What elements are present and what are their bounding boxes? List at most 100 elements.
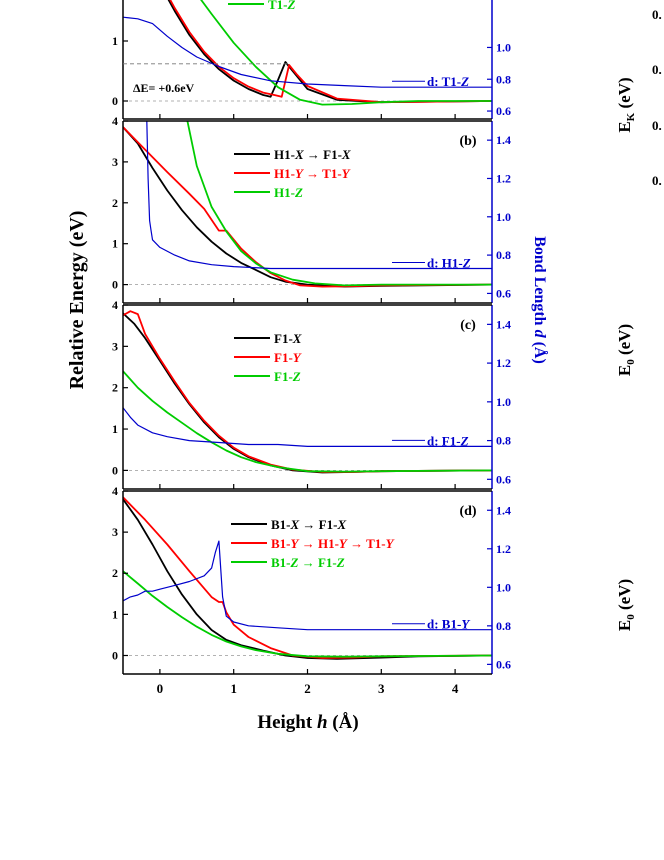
bond-length-label-part: d: F1- xyxy=(427,433,461,448)
y2-tick-label: 1.4 xyxy=(496,133,511,147)
y2-tick-label: 1.2 xyxy=(496,171,511,185)
x-axis-label-part: h xyxy=(317,712,328,733)
legend-label: H1-X → F1-X xyxy=(274,147,351,162)
series-line-2 xyxy=(123,570,492,658)
legend-label-part: X xyxy=(292,331,302,346)
legend-label-part: Y xyxy=(293,350,302,365)
legend-label-part: Y xyxy=(386,536,395,551)
series-group xyxy=(123,310,492,474)
side-tick-label: 0. xyxy=(652,62,662,77)
x-axis-label: Height h (Å) xyxy=(257,712,358,733)
series-line-0 xyxy=(123,498,492,660)
y2-tick-label: 0.6 xyxy=(496,286,511,300)
y2-tick-label: 0.6 xyxy=(496,472,511,486)
side-label-main: E xyxy=(615,121,634,132)
legend-label-part: X xyxy=(290,517,300,532)
panel-label: (c) xyxy=(460,318,476,333)
y2-tick-label: 0.8 xyxy=(496,619,511,633)
legend-label: H1-Y → T1-Y xyxy=(274,166,351,181)
right-y-axis-label-part: (Å) xyxy=(531,338,549,364)
right-y-axis-label-part: d xyxy=(531,330,548,339)
legend-label: B1-X → F1-X xyxy=(271,517,346,532)
y-tick-label: 4 xyxy=(112,298,118,312)
x-tick-label: 0 xyxy=(157,681,164,696)
bond-length-label-part: d: H1- xyxy=(427,256,463,271)
x-axis-label-part: (Å) xyxy=(328,712,359,733)
y2-tick-label: 1.4 xyxy=(496,503,511,517)
legend-label-part: Z xyxy=(292,369,301,384)
y-tick-label: 1 xyxy=(112,34,118,48)
legend-label: T1-Z xyxy=(268,0,296,12)
bond-length-label-part: Z xyxy=(462,256,471,271)
side-axis-label: E0 (eV) xyxy=(615,579,637,631)
x-axis-label-part: Height xyxy=(257,712,317,733)
panel-a: 010.60.81.0T1-Zd: T1-ZΔE= +0.6eV xyxy=(112,0,511,120)
side-axis-label: E0 (eV) xyxy=(615,324,637,376)
bond-length-label: d: B1-Y xyxy=(427,617,470,632)
y-tick-label: 0 xyxy=(112,648,118,662)
legend-label-part: Z xyxy=(294,185,303,200)
panel-label: (b) xyxy=(459,134,476,149)
x-tick-label: 4 xyxy=(452,681,459,696)
y2-tick-label: 1.4 xyxy=(496,317,511,331)
legend-label: F1-Z xyxy=(274,369,301,384)
legend-label-part: B1- xyxy=(271,536,291,551)
bond-length-label: d: H1-Z xyxy=(427,256,471,271)
y2-tick-label: 1.2 xyxy=(496,356,511,370)
series-line-1 xyxy=(169,0,492,104)
y-tick-label: 2 xyxy=(112,566,118,580)
series-line-0 xyxy=(167,0,492,104)
side-label-main: E xyxy=(615,365,634,376)
y2-tick-label: 0.6 xyxy=(496,104,511,118)
x-tick-label: 1 xyxy=(230,681,237,696)
legend-label-part: Z xyxy=(287,0,296,12)
bond-length-label: d: T1-Z xyxy=(427,74,469,89)
y-tick-label: 3 xyxy=(112,155,118,169)
side-label-sub: K xyxy=(625,112,637,121)
side-tick-label: 0. xyxy=(652,7,662,22)
series-line-3 xyxy=(123,16,492,88)
series-group xyxy=(123,121,492,288)
legend-label-part: X xyxy=(341,147,351,162)
legend-label: F1-Y xyxy=(274,350,302,365)
y2-tick-label: 1.0 xyxy=(496,580,511,594)
legend-label-part: → T1- xyxy=(347,536,386,551)
y-tick-label: 2 xyxy=(112,196,118,210)
y-tick-label: 0 xyxy=(112,463,118,477)
series-line-0 xyxy=(123,126,492,288)
y2-tick-label: 1.2 xyxy=(496,542,511,556)
legend-label-part: Z xyxy=(290,555,299,570)
legend-label-part: Z xyxy=(336,555,345,570)
side-label-sub: 0 xyxy=(625,359,637,365)
y2-tick-label: 0.8 xyxy=(496,72,511,86)
y-tick-label: 3 xyxy=(112,339,118,353)
legend-label-part: Y xyxy=(295,166,304,181)
y-tick-label: 3 xyxy=(112,525,118,539)
side-label-unit: (eV) xyxy=(615,324,634,359)
side-label-main: E xyxy=(615,620,634,631)
legend-label-part: B1- xyxy=(271,555,291,570)
delta-e-annotation: ΔE= +0.6eV xyxy=(133,81,195,95)
y-tick-label: 1 xyxy=(112,607,118,621)
y2-tick-label: 1.0 xyxy=(496,40,511,54)
legend-label: H1-Z xyxy=(274,185,303,200)
legend-label: F1-X xyxy=(274,331,302,346)
series-group xyxy=(123,0,492,106)
legend-label-part: F1- xyxy=(274,331,293,346)
series-group xyxy=(123,496,492,660)
legend-label: B1-Y → H1-Y → T1-Y xyxy=(271,536,395,551)
series-line-3 xyxy=(146,121,492,270)
y-tick-label: 1 xyxy=(112,422,118,436)
legend-label-part: Y xyxy=(339,536,348,551)
legend-label-part: F1- xyxy=(274,369,293,384)
legend-label-part: F1- xyxy=(274,350,293,365)
legend-label-part: → T1- xyxy=(303,166,342,181)
series-line-2 xyxy=(200,0,492,106)
legend-label-part: → F1- xyxy=(304,147,342,162)
series-line-0 xyxy=(123,312,492,474)
y2-tick-label: 1.0 xyxy=(496,210,511,224)
side-tick-label: 0. xyxy=(652,173,662,188)
series-line-3 xyxy=(123,540,492,631)
